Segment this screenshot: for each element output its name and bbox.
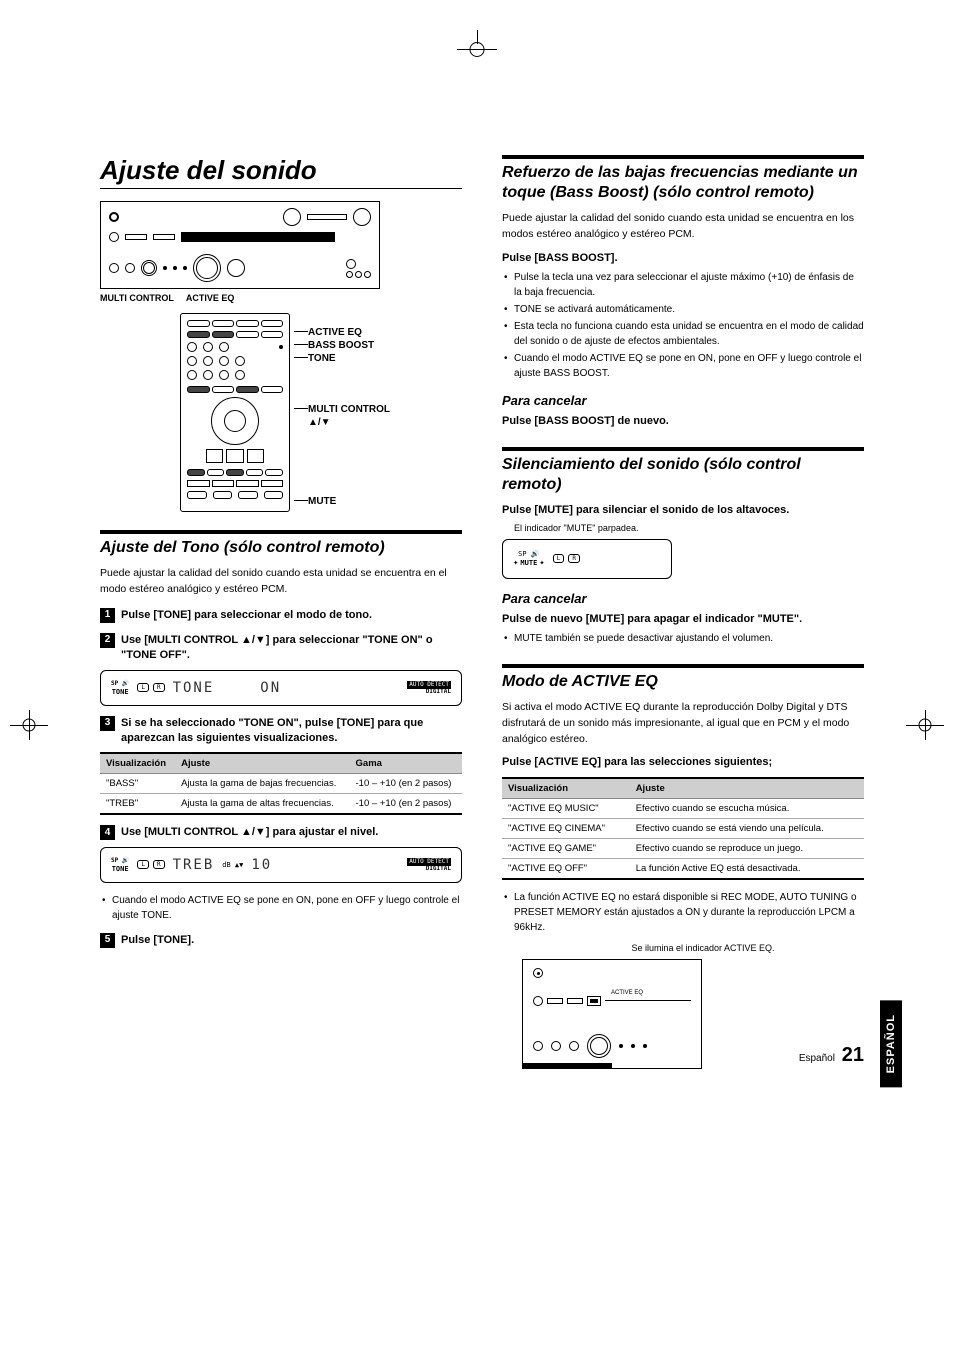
- bass-cancel-heading: Para cancelar: [502, 393, 864, 408]
- receiver-labels: MULTI CONTROL ACTIVE EQ: [100, 293, 462, 303]
- table-row: "ACTIVE EQ MUSIC"Efectivo cuando se escu…: [502, 798, 864, 818]
- table-row: "TREB"Ajusta la gama de altas frecuencia…: [100, 794, 462, 815]
- remote-label-bass-boost: BASS BOOST: [308, 340, 374, 351]
- bass-boost-bullets: Pulse la tecla una vez para seleccionar …: [502, 270, 864, 381]
- bass-boost-press: Pulse [BASS BOOST].: [502, 251, 864, 266]
- active-eq-intro: Si activa el modo ACTIVE EQ durante la r…: [502, 700, 864, 747]
- lcd-display-1: SP 🔊 TONE LR TONE ON AUTO DETECTDIGITAL: [100, 670, 462, 706]
- page-footer: Español 21: [799, 1044, 864, 1067]
- table-row: "ACTIVE EQ CINEMA"Efectivo cuando se est…: [502, 818, 864, 838]
- active-eq-table: Visualización Ajuste "ACTIVE EQ MUSIC"Ef…: [502, 777, 864, 880]
- receiver-diagram-small: ACTIVE EQ: [522, 959, 702, 1069]
- remote-label-multi-control: MULTI CONTROL: [308, 404, 390, 415]
- receiver-diagram: [100, 201, 380, 289]
- active-eq-caption: Se ilumina el indicador ACTIVE EQ.: [542, 943, 864, 953]
- bass-boost-intro: Puede ajustar la calidad del sonido cuan…: [502, 211, 864, 243]
- tone-step2: Use [MULTI CONTROL ▲/▼] para seleccionar…: [121, 633, 462, 664]
- tone-table: Visualización Ajuste Gama "BASS"Ajusta l…: [100, 752, 462, 815]
- tone-step1: Pulse [TONE] para seleccionar el modo de…: [121, 608, 372, 623]
- mute-bullet: MUTE también se puede desactivar ajustan…: [502, 631, 864, 646]
- bass-cancel-body: Pulse [BASS BOOST] de nuevo.: [502, 414, 864, 429]
- page-number: 21: [842, 1044, 864, 1066]
- remote-label-active-eq: ACTIVE EQ: [308, 327, 362, 338]
- active-eq-press: Pulse [ACTIVE EQ] para las selecciones s…: [502, 755, 864, 770]
- remote-diagram: ACTIVE EQ BASS BOOST TONE MULTI CONTROL …: [180, 313, 462, 512]
- remote-label-mute: MUTE: [308, 496, 336, 507]
- tone-step5: Pulse [TONE].: [121, 933, 194, 948]
- label-multi-control: MULTI CONTROL: [100, 293, 174, 303]
- step-badge-5: 5: [100, 933, 115, 948]
- remote-label-arrows: ▲/▼: [294, 417, 390, 428]
- lcd-display-2: SP 🔊 TONE LR TREB dB ▲▼ 10 AUTO DETECTDI…: [100, 847, 462, 883]
- mute-cancel-body: Pulse de nuevo [MUTE] para apagar el ind…: [502, 612, 864, 627]
- tone-step4: Use [MULTI CONTROL ▲/▼] para ajustar el …: [121, 825, 378, 840]
- active-eq-heading: Modo de ACTIVE EQ: [502, 664, 864, 692]
- lcd-mute: SP 🔊 ✦ MUTE ✦ LR: [502, 539, 672, 579]
- table-row: "BASS"Ajusta la gama de bajas frecuencia…: [100, 774, 462, 794]
- tone-note: Cuando el modo ACTIVE EQ se pone en ON, …: [100, 893, 462, 923]
- language-tab: ESPAÑOL: [880, 1000, 902, 1087]
- table-row: "ACTIVE EQ OFF"La función Active EQ está…: [502, 858, 864, 879]
- label-active-eq: ACTIVE EQ: [186, 293, 235, 303]
- step-badge-1: 1: [100, 608, 115, 623]
- page-title: Ajuste del sonido: [100, 155, 462, 189]
- tone-heading: Ajuste del Tono (sólo control remoto): [100, 530, 462, 558]
- mute-heading: Silenciamiento del sonido (sólo control …: [502, 447, 864, 495]
- step-badge-3: 3: [100, 716, 115, 731]
- mute-press: Pulse [MUTE] para silenciar el sonido de…: [502, 503, 864, 518]
- step-badge-4: 4: [100, 825, 115, 840]
- remote-label-tone: TONE: [308, 353, 336, 364]
- tone-step3: Si se ha seleccionado "TONE ON", pulse […: [121, 716, 462, 747]
- step-badge-2: 2: [100, 633, 115, 648]
- bass-boost-heading: Refuerzo de las bajas frecuencias median…: [502, 155, 864, 203]
- table-row: "ACTIVE EQ GAME"Efectivo cuando se repro…: [502, 838, 864, 858]
- mute-note: El indicador "MUTE" parpadea.: [514, 523, 864, 533]
- active-eq-bullet: La función ACTIVE EQ no estará disponibl…: [502, 890, 864, 935]
- tone-intro: Puede ajustar la calidad del sonido cuan…: [100, 566, 462, 598]
- mute-cancel-heading: Para cancelar: [502, 591, 864, 606]
